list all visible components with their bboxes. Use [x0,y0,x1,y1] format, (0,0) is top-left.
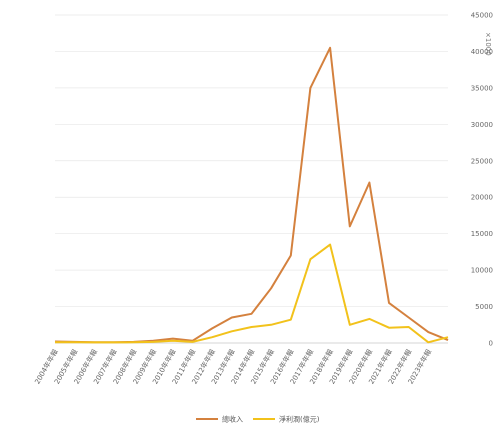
series-line-1 [54,46,449,344]
y-tick-label: 10000 [471,267,493,275]
y-tick-label: 45000 [471,12,493,20]
legend: 總收入 淨利潤(億元) [196,415,320,424]
y-tick-label: 5000 [475,303,493,311]
x-axis-ticks: 2004年年報2005年年報2006年年報2007年年報2008年年報2009年… [33,348,434,386]
y-tick-label: 40000 [471,48,493,56]
y-tick-label: 0 [489,340,493,348]
y-tick-label: 35000 [471,84,493,92]
legend-entry: 淨利潤(億元) [279,415,320,424]
y-tick-label: 15000 [471,230,493,238]
y-tick-label: 20000 [471,194,493,202]
y-tick-label: 25000 [471,157,493,165]
series-lines [54,46,449,344]
y-tick-label: 30000 [471,121,493,129]
legend-entry: 總收入 [222,415,243,424]
series-line-2 [55,243,449,344]
y-axis-ticks: 0 5000 10000 15000 20000 25000 30000 35000 40000… [471,12,493,348]
grid-lines [55,14,448,344]
y-unit-label: ×1000 [484,32,492,56]
